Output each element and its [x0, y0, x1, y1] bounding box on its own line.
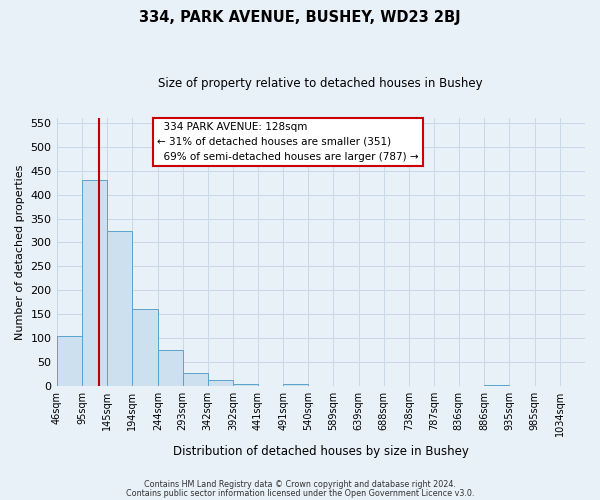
Text: 334, PARK AVENUE, BUSHEY, WD23 2BJ: 334, PARK AVENUE, BUSHEY, WD23 2BJ — [139, 10, 461, 25]
Y-axis label: Number of detached properties: Number of detached properties — [15, 164, 25, 340]
Bar — [484, 384, 509, 386]
Bar — [208, 380, 233, 386]
Bar — [133, 308, 158, 386]
Bar — [283, 384, 308, 386]
Text: Contains public sector information licensed under the Open Government Licence v3: Contains public sector information licen… — [126, 490, 474, 498]
Text: Contains HM Land Registry data © Crown copyright and database right 2024.: Contains HM Land Registry data © Crown c… — [144, 480, 456, 489]
Bar — [82, 180, 107, 386]
Bar — [158, 350, 182, 386]
Bar — [233, 384, 258, 386]
Text: 334 PARK AVENUE: 128sqm
← 31% of detached houses are smaller (351)
  69% of semi: 334 PARK AVENUE: 128sqm ← 31% of detache… — [157, 122, 419, 162]
X-axis label: Distribution of detached houses by size in Bushey: Distribution of detached houses by size … — [173, 444, 469, 458]
Bar — [57, 336, 82, 386]
Bar — [107, 232, 133, 386]
Bar — [182, 373, 208, 386]
Title: Size of property relative to detached houses in Bushey: Size of property relative to detached ho… — [158, 78, 483, 90]
